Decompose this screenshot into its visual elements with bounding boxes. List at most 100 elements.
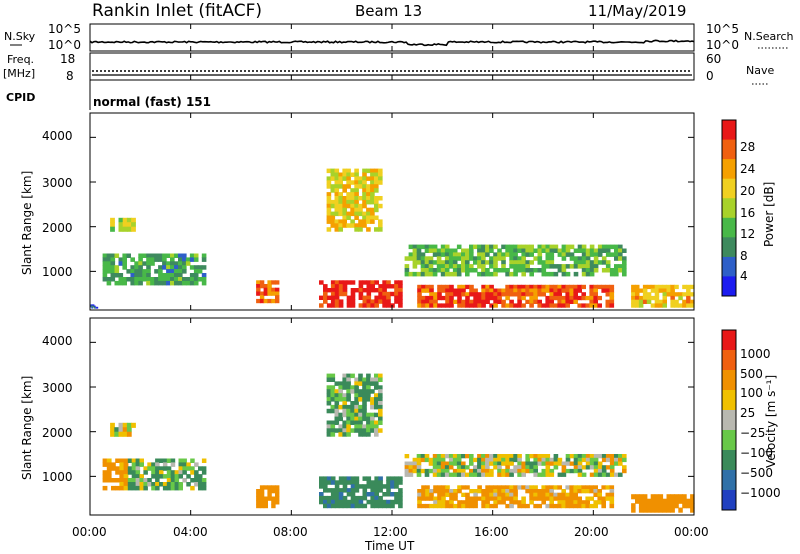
velocity-cell-6 — [569, 468, 575, 474]
power-cell-7 — [461, 303, 466, 308]
power-cell-6 — [533, 248, 538, 253]
velocity-cell-6 — [533, 465, 538, 470]
power-cell-1 — [142, 253, 147, 258]
velocity-cell-7 — [445, 492, 450, 497]
velocity-cell-1 — [198, 466, 203, 471]
velocity-cell-7 — [605, 492, 611, 497]
power-cell-8 — [646, 284, 652, 290]
velocity-cell-4 — [330, 492, 336, 497]
velocity-cell-5 — [338, 381, 343, 386]
velocity-cell-7 — [521, 496, 526, 501]
velocity-cell-7 — [565, 496, 570, 501]
velocity-cell-4 — [366, 480, 372, 485]
power-cell-0 — [95, 306, 97, 309]
velocity-y-tick-4000: 4000 — [42, 334, 73, 348]
velocity-cell-1 — [135, 462, 141, 467]
power-cell-6 — [537, 252, 543, 257]
power-cell-6 — [589, 264, 595, 269]
velocity-cell-5 — [370, 381, 375, 386]
power-cell-5 — [362, 192, 367, 197]
velocity-cell-7 — [489, 489, 494, 494]
power-cell-5 — [326, 227, 332, 232]
power-cell-6 — [465, 256, 470, 261]
power-cell-1 — [178, 269, 183, 274]
velocity-cell-7 — [441, 500, 446, 505]
velocity-cell-1 — [174, 485, 180, 491]
power-cell-6 — [589, 244, 595, 250]
power-cell-6 — [585, 248, 591, 253]
velocity-cell-2 — [122, 427, 128, 433]
velocity-cell-7 — [585, 500, 590, 505]
power-cell-1 — [166, 265, 171, 270]
velocity-cell-6 — [533, 457, 538, 463]
power-cell-5 — [370, 215, 375, 220]
velocity-cell-6 — [597, 454, 603, 459]
velocity-cell-4 — [370, 488, 375, 493]
velocity-cell-1 — [135, 482, 141, 487]
velocity-cell-4 — [319, 495, 324, 501]
noise-trace-line — [89, 39, 695, 47]
velocity-cell-5 — [334, 393, 340, 398]
power-cell-1 — [138, 273, 143, 278]
power-cell-7 — [493, 292, 498, 297]
power-cell-5 — [350, 211, 355, 217]
velocity-cell-1 — [159, 474, 164, 479]
velocity-cell-7 — [497, 489, 502, 494]
velocity-cell-4 — [362, 484, 368, 489]
velocity-cell-1 — [162, 482, 168, 487]
power-cell-6 — [521, 252, 526, 257]
velocity-cell-0 — [102, 478, 108, 483]
power-cbar-tick-4: 4 — [740, 269, 748, 283]
power-cell-1 — [146, 253, 151, 258]
velocity-cell-5 — [350, 385, 355, 390]
velocity-cell-7 — [477, 496, 482, 501]
velocity-cell-6 — [489, 461, 494, 466]
power-cell-6 — [593, 260, 599, 265]
velocity-cbar-tick-1000: 1000 — [740, 347, 771, 361]
velocity-cell-5 — [358, 416, 363, 422]
power-cell-7 — [489, 303, 494, 308]
velocity-cell-5 — [354, 420, 359, 425]
velocity-cell-4 — [354, 488, 360, 493]
velocity-cell-6 — [420, 468, 426, 474]
velocity-cell-3 — [259, 492, 265, 497]
velocity-cell-6 — [614, 461, 619, 466]
power-cell-7 — [437, 295, 442, 301]
power-cell-1 — [193, 280, 199, 286]
power-cell-6 — [545, 248, 551, 253]
power-cell-8 — [670, 295, 675, 301]
power-cell-5 — [350, 223, 355, 228]
power-cell-5 — [338, 203, 343, 209]
noise-left-label: N.Sky — [4, 30, 36, 43]
power-cell-4 — [319, 303, 324, 308]
power-cell-8 — [690, 284, 695, 290]
power-cell-5 — [338, 211, 343, 217]
velocity-cell-7 — [465, 496, 470, 501]
velocity-cell-5 — [346, 420, 351, 425]
power-cell-1 — [102, 269, 108, 274]
power-cell-7 — [501, 299, 506, 304]
velocity-cell-7 — [521, 503, 526, 509]
velocity-cell-5 — [362, 393, 367, 398]
power-cell-5 — [330, 211, 336, 217]
velocity-cell-6 — [553, 461, 559, 466]
velocity-cbar-tick-neg100: −100 — [740, 446, 773, 460]
velocity-cell-5 — [362, 389, 367, 394]
power-cell-1 — [158, 277, 163, 282]
power-cell-6 — [561, 256, 567, 261]
power-cell-7 — [593, 288, 598, 293]
velocity-cell-7 — [533, 496, 538, 501]
velocity-cell-6 — [605, 472, 611, 477]
power-cell-5 — [346, 223, 351, 228]
power-cell-6 — [557, 264, 563, 269]
velocity-cell-7 — [417, 496, 422, 501]
power-cell-7 — [473, 303, 478, 308]
velocity-cell-6 — [529, 468, 534, 474]
power-cell-1 — [102, 277, 108, 282]
velocity-cell-6 — [585, 461, 591, 466]
power-cell-4 — [354, 288, 360, 293]
velocity-cell-0 — [123, 485, 129, 491]
power-cell-1 — [134, 277, 139, 282]
power-cell-1 — [178, 277, 183, 282]
velocity-cell-4 — [362, 488, 368, 493]
